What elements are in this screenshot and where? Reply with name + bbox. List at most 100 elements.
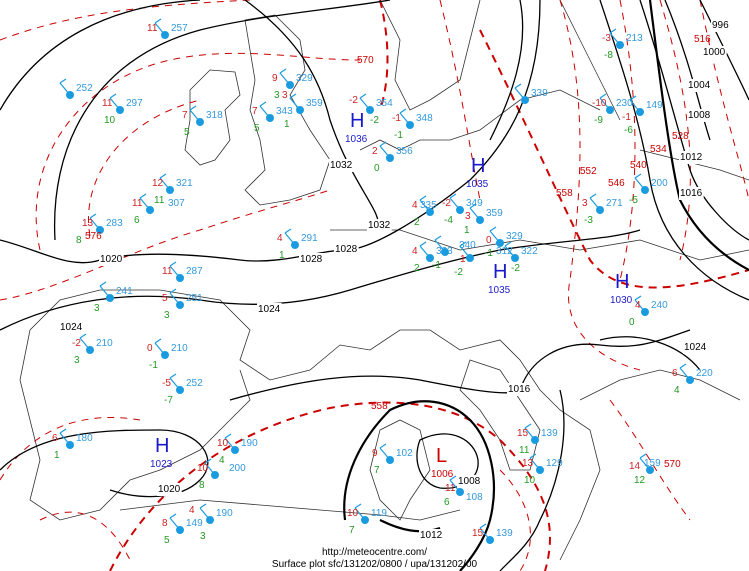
station-dewpoint: 10 <box>104 115 116 126</box>
wind-barb-flag-icon <box>139 193 147 199</box>
wind-barb-icon <box>459 245 471 259</box>
station-dewpoint: 7 <box>374 465 380 476</box>
station-dewpoint: 3 <box>200 531 206 542</box>
station-temperature: -2 <box>349 95 358 106</box>
isobar-label: 1016 <box>680 188 703 199</box>
station-plot: 322 0 -2 <box>486 235 538 274</box>
station-temperature: 6 <box>672 368 678 379</box>
isobar-label: 1008 <box>688 110 711 121</box>
station-temperature: 2 <box>372 146 378 157</box>
isobar-label: 1008 <box>458 476 481 487</box>
station-temperature: 11 <box>445 483 456 494</box>
station-dewpoint: -1 <box>484 248 493 259</box>
wind-barb-flag-icon <box>469 203 477 209</box>
isobar-label-bg <box>683 341 708 354</box>
station-plot: 312 1 -2 <box>454 241 513 278</box>
station-plot: 321 12 11 <box>152 173 193 206</box>
station-temperature: 1 <box>460 254 466 265</box>
pressure-center-value: 1030 <box>610 295 633 306</box>
wind-barb-flag-icon <box>379 443 387 449</box>
wind-barb-flag-icon <box>169 288 177 294</box>
station-plot: 318 7 5 <box>182 105 223 138</box>
station-pressure: 190 <box>241 438 258 449</box>
wind-barb-icon <box>159 177 171 191</box>
caption-url[interactable]: http://meteocentre.com/ <box>321 547 428 558</box>
station-dewpoint: -2 <box>511 263 520 274</box>
wind-barb-icon <box>609 32 621 46</box>
wind-barb-flag-icon <box>259 101 267 107</box>
station-plot: 200 10 8 <box>197 458 246 491</box>
station-temperature: -10 <box>592 98 607 109</box>
wind-barb-icon <box>479 527 491 541</box>
wind-barb-icon <box>204 462 216 476</box>
isobar-label: 1028 <box>300 254 323 265</box>
station-pressure: 359 <box>306 98 323 109</box>
wind-barb-icon <box>279 72 291 86</box>
wind-barb-icon <box>434 239 446 253</box>
station-plot: 210 0 -1 <box>147 338 188 371</box>
station-dewpoint: 1 <box>464 225 470 236</box>
station-plot: 119 10 7 <box>347 503 387 536</box>
station-plot: 340 -1 <box>432 235 476 271</box>
wind-barb-icon <box>284 232 296 246</box>
station-temperature: 3 <box>282 90 288 101</box>
station-dewpoint: -1 <box>432 260 441 271</box>
station-dewpoint: 0 <box>374 163 380 174</box>
thickness-label: 528 <box>672 131 689 142</box>
station-dewpoint: 3 <box>74 355 80 366</box>
wind-barb-icon <box>139 197 151 211</box>
station-dewpoint: -7 <box>164 395 173 406</box>
station-pressure: 340 <box>459 240 476 251</box>
station-pressure: 139 <box>496 528 513 539</box>
station-plot: 139 15 11 <box>517 423 558 456</box>
station-dewpoint: 3 <box>94 303 100 314</box>
wind-barb-flag-icon <box>169 513 177 519</box>
wind-barb-flag-icon <box>204 458 212 464</box>
station-pressure: 200 <box>229 463 246 474</box>
wind-barb-icon <box>169 265 181 279</box>
station-plot: 257 11 <box>147 18 188 39</box>
thickness-contours-bold <box>109 0 749 571</box>
station-pressure: 257 <box>171 23 188 34</box>
station-plot: 297 11 10 <box>102 93 143 126</box>
station-dewpoint: -2 <box>454 267 463 278</box>
isobar-label-bg <box>711 19 731 32</box>
station-temperature: 4 <box>189 505 195 516</box>
isobar-label-bg <box>419 529 444 542</box>
thickness-label: 570 <box>664 459 681 470</box>
isobar-label-bg <box>299 253 324 266</box>
isobar-label: 1032 <box>368 220 391 231</box>
wind-barb-icon <box>529 457 541 471</box>
isobar-label-bg <box>679 151 704 164</box>
station-temperature: 9 <box>272 73 278 84</box>
station-dewpoint: -8 <box>604 50 613 61</box>
caption-title: Surface plot sfc/131202/0800 / upa/13120… <box>271 559 478 570</box>
wind-barb-icon <box>169 377 181 391</box>
station-dewpoint: 11 <box>154 195 165 206</box>
station-temperature: 7 <box>252 106 258 117</box>
station-dewpoint: 4 <box>219 455 225 466</box>
wind-barb-icon <box>259 105 271 119</box>
station-pressure: 251 <box>186 293 203 304</box>
station-temperature: -3 <box>602 33 611 44</box>
station-plot: 139 15 <box>472 523 513 544</box>
station-temperature: 4 <box>635 300 641 311</box>
station-pressure: 321 <box>176 178 193 189</box>
station-pressure: 210 <box>96 338 113 349</box>
station-dewpoint: -9 <box>594 115 603 126</box>
wind-barb-icon <box>469 207 481 221</box>
station-pressure: 139 <box>541 428 558 439</box>
station-temperature: 0 <box>486 235 492 246</box>
isobar-label: 1020 <box>100 254 123 265</box>
station-temperature: 11 <box>132 198 143 209</box>
station-dewpoint: 6 <box>444 497 450 508</box>
station-pressure: 329 <box>296 73 313 84</box>
wind-barb-flag-icon <box>524 423 532 429</box>
thickness-label: 516 <box>694 34 711 45</box>
station-plot: 149 -1 -6 <box>622 95 663 136</box>
isobar-label: 1024 <box>60 322 83 333</box>
thickness-label: 558 <box>371 401 388 412</box>
pressure-center-value: 1036 <box>345 134 368 145</box>
wind-barb-icon <box>169 517 181 531</box>
